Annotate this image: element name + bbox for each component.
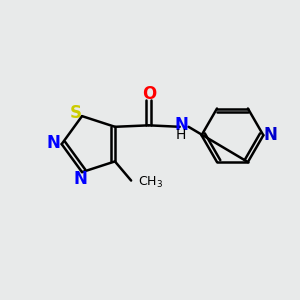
Text: H: H bbox=[176, 128, 186, 142]
Text: N: N bbox=[46, 134, 60, 152]
Text: CH$_3$: CH$_3$ bbox=[138, 176, 163, 190]
Text: S: S bbox=[70, 103, 82, 122]
Text: N: N bbox=[174, 116, 188, 134]
Text: N: N bbox=[264, 126, 278, 144]
Text: N: N bbox=[74, 170, 88, 188]
Text: O: O bbox=[142, 85, 156, 103]
